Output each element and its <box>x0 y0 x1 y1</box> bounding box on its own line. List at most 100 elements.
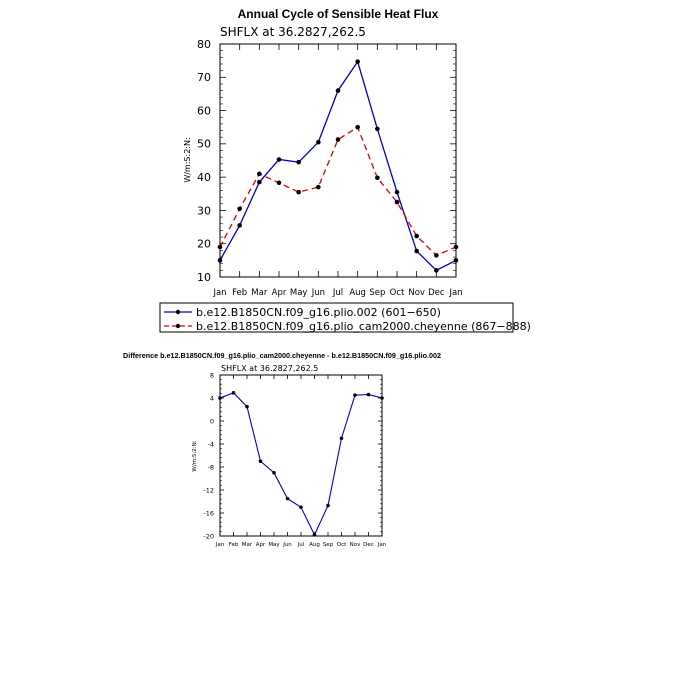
legend-label-0: b.e12.B1850CN.f09_g16.plio.002 (601−650) <box>196 306 441 319</box>
diff-y-axis: 8 4 0 -4 -8 -12 -16 -20 <box>203 371 382 540</box>
main-xtick-label: Feb <box>232 288 247 298</box>
diff-xtick-label: Mar <box>242 542 253 548</box>
legend-label-1: b.e12.B1850CN.f09_g16.plio_cam2000.cheye… <box>196 320 531 333</box>
diff-ytick-label: 8 <box>210 371 214 379</box>
main-chart-title: Annual Cycle of Sensible Heat Flux <box>238 7 439 21</box>
main-xtick-label: Oct <box>390 288 405 298</box>
main-plot-frame <box>219 43 457 278</box>
main-ytick-label: 50 <box>197 138 211 151</box>
main-series-1-point <box>257 171 262 177</box>
main-series-1-point <box>276 180 282 186</box>
diff-series-line-0 <box>219 392 383 537</box>
main-series-0-point <box>355 59 360 64</box>
main-series-0-point <box>237 223 242 228</box>
main-xtick-label: Apr <box>272 288 287 298</box>
main-y-axis: 10 20 30 40 50 60 70 80 <box>197 38 456 284</box>
diff-ytick-label: -20 <box>203 532 214 540</box>
diff-xtick-label: Oct <box>337 542 347 548</box>
main-y-axis-label: W/m:S:2:N: <box>183 137 192 182</box>
diff-xtick-label: Feb <box>229 542 239 548</box>
diff-xtick-label: Jan <box>377 542 387 548</box>
main-series-1-point <box>237 206 242 212</box>
diff-series-0-point <box>366 392 371 397</box>
main-chart-subtitle: SHFLX at 36.2827,262.5 <box>220 25 366 39</box>
diff-series-0-point <box>353 393 357 397</box>
diff-series-0-point <box>245 404 249 409</box>
main-x-axis: Jan Feb Mar Apr May Jun Jul Aug Sep Oct Nov Dec Jan <box>212 44 463 298</box>
main-series-0-point <box>257 179 262 185</box>
main-series-1-point <box>394 199 400 205</box>
main-series-0-point <box>453 258 459 263</box>
main-xtick-label: Aug <box>349 288 366 298</box>
main-ytick-label: 10 <box>197 271 211 284</box>
main-ytick-label: 40 <box>197 171 211 184</box>
main-series-1-point <box>453 244 459 250</box>
main-series-0-point <box>276 157 282 162</box>
diff-xtick-label: Sep <box>323 542 334 548</box>
diff-x-axis: Jan Feb Mar Apr May Jun Jul Aug Sep Oct Nov Dec Jan <box>215 375 387 548</box>
diff-xtick-label: May <box>268 542 280 548</box>
diff-plot-frame <box>219 374 383 537</box>
main-ytick-label: 70 <box>197 71 211 84</box>
main-xtick-label: Jun <box>311 288 325 298</box>
diff-series-0-point <box>272 470 276 475</box>
diff-xtick-label: Jul <box>297 542 305 548</box>
main-series-0-point <box>316 139 321 145</box>
diff-ytick-label: 0 <box>210 417 214 425</box>
main-series-0-point <box>335 88 341 93</box>
main-xtick-label: May <box>290 288 308 298</box>
main-series-0-point <box>434 268 439 273</box>
diff-ytick-label: -12 <box>203 486 214 494</box>
diff-xtick-label: Nov <box>350 542 361 548</box>
main-series-1-point <box>375 175 380 181</box>
main-ytick-label: 80 <box>197 38 211 51</box>
diff-series-0-point <box>339 436 344 441</box>
diff-series-group <box>218 391 384 537</box>
main-series-1-point <box>296 189 301 195</box>
main-series-group <box>217 59 459 273</box>
main-series-0-point <box>375 126 380 132</box>
main-series-1-point <box>335 137 341 142</box>
diff-series-0-point <box>312 533 317 537</box>
diff-xtick-label: Jun <box>282 542 292 548</box>
legend-box <box>159 302 514 333</box>
main-series-1-point <box>316 184 321 190</box>
main-xtick-label: Dec <box>428 288 445 298</box>
legend-marker-0 <box>175 309 181 315</box>
main-ytick-label: 30 <box>197 204 211 217</box>
main-xtick-label: Nov <box>408 288 425 298</box>
main-series-1-point <box>217 244 223 250</box>
main-series-0-point <box>217 258 223 263</box>
main-xtick-label: Jan <box>212 288 226 298</box>
main-xtick-label: Jan <box>448 288 462 298</box>
diff-xtick-label: Apr <box>256 542 266 548</box>
diff-xtick-label: Jan <box>215 542 225 548</box>
main-chart: Annual Cycle of Sensible Heat Flux SHFLX… <box>159 7 531 333</box>
diff-series-0-point <box>326 503 330 508</box>
diff-series-0-point <box>285 496 290 501</box>
diff-series-0-point <box>231 391 236 395</box>
diff-series-0-point <box>218 396 222 400</box>
diff-chart: Difference b.e12.B1850CN.f09_g16.plio_ca… <box>123 351 441 548</box>
diff-ytick-label: 4 <box>210 394 214 402</box>
main-series-0-point <box>414 248 419 254</box>
diff-chart-title: Difference b.e12.B1850CN.f09_g16.plio_ca… <box>123 351 441 360</box>
main-xtick-label: Jul <box>332 288 343 298</box>
legend: b.e12.B1850CN.f09_g16.plio.002 (601−650)… <box>159 302 531 333</box>
diff-chart-subtitle: SHFLX at 36.2827,262.5 <box>221 364 318 373</box>
main-ytick-label: 60 <box>197 104 211 117</box>
diff-y-axis-label: W/m:S:2:N: <box>192 440 198 471</box>
diff-ytick-label: -16 <box>203 509 214 517</box>
diff-series-0-point <box>380 396 384 400</box>
main-series-0-point <box>394 189 400 195</box>
main-series-1-point <box>355 124 360 130</box>
main-series-1-point <box>434 253 439 258</box>
main-series-1-point <box>414 233 419 239</box>
diff-ytick-label: -4 <box>208 440 214 448</box>
diff-xtick-label: Dec <box>363 542 374 548</box>
main-xtick-label: Mar <box>251 288 268 298</box>
legend-marker-1 <box>175 323 181 329</box>
main-xtick-label: Sep <box>369 288 385 298</box>
diff-ytick-label: -8 <box>208 463 214 471</box>
